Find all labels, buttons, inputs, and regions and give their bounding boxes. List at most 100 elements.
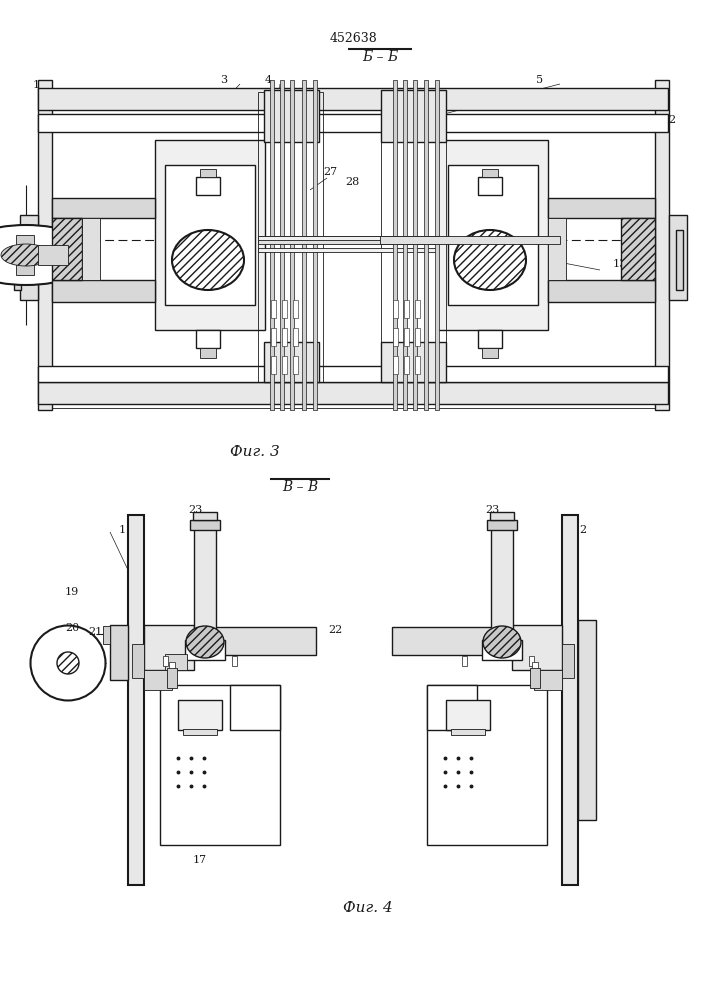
Bar (415, 300, 420, 318)
Bar (448, 165, 538, 305)
Bar (381, 92, 446, 382)
Bar (392, 627, 512, 655)
Bar (669, 215, 687, 300)
Text: 27: 27 (323, 167, 337, 177)
Text: Фиг. 3: Фиг. 3 (230, 445, 280, 459)
Bar (451, 729, 485, 735)
Bar (178, 700, 222, 730)
Bar (258, 92, 323, 382)
Bar (487, 520, 517, 530)
Bar (446, 700, 490, 730)
Bar (282, 356, 287, 374)
Bar (562, 515, 578, 885)
Text: 23: 23 (188, 505, 202, 515)
Bar (52, 280, 155, 302)
Bar (258, 248, 438, 252)
Bar (185, 640, 225, 660)
Bar (230, 685, 280, 730)
Bar (196, 330, 220, 348)
Bar (404, 300, 409, 318)
Text: 1: 1 (33, 80, 40, 90)
Bar (578, 620, 596, 820)
Text: 3: 3 (221, 75, 228, 85)
Bar (20, 215, 38, 300)
Bar (293, 328, 298, 346)
Bar (183, 729, 217, 735)
Bar (165, 165, 255, 305)
Text: 5: 5 (537, 75, 544, 85)
Bar (194, 525, 216, 635)
Bar (82, 218, 100, 280)
Bar (381, 90, 446, 142)
Bar (282, 300, 287, 318)
Bar (404, 328, 409, 346)
Bar (380, 236, 560, 244)
Ellipse shape (483, 626, 521, 658)
Bar (52, 218, 82, 280)
Bar (196, 627, 316, 655)
Bar (271, 328, 276, 346)
Bar (196, 177, 220, 195)
Bar (393, 328, 398, 346)
Bar (144, 625, 194, 670)
Bar (478, 177, 502, 195)
Text: 14: 14 (597, 295, 611, 305)
Text: 16: 16 (458, 280, 472, 290)
Bar (167, 668, 177, 688)
Bar (548, 218, 566, 280)
Bar (38, 245, 68, 265)
Bar (280, 80, 284, 410)
Text: 2: 2 (580, 525, 587, 535)
Bar (438, 140, 548, 330)
Bar (38, 80, 52, 410)
Bar (169, 662, 175, 668)
Ellipse shape (186, 626, 224, 658)
Bar (482, 348, 498, 358)
Text: 452638: 452638 (330, 31, 378, 44)
Bar (415, 356, 420, 374)
Bar (258, 236, 438, 244)
Bar (435, 80, 439, 410)
Bar (403, 80, 407, 410)
Text: 2: 2 (668, 115, 676, 125)
Bar (110, 625, 128, 680)
Bar (427, 685, 477, 730)
Bar (38, 88, 668, 110)
Bar (128, 515, 144, 885)
Ellipse shape (172, 230, 244, 290)
Bar (381, 342, 446, 382)
Bar (38, 114, 668, 132)
Bar (534, 670, 562, 690)
Text: В – В: В – В (282, 480, 318, 494)
Bar (163, 656, 168, 666)
Bar (462, 656, 467, 666)
Ellipse shape (57, 652, 79, 674)
Text: 4: 4 (264, 75, 271, 85)
Bar (302, 80, 306, 410)
Bar (621, 218, 655, 280)
Bar (270, 80, 274, 410)
Ellipse shape (0, 225, 96, 285)
Bar (52, 198, 155, 218)
Bar (264, 342, 319, 382)
Bar (293, 300, 298, 318)
Bar (165, 654, 187, 670)
Text: 20: 20 (65, 623, 79, 633)
Bar (393, 300, 398, 318)
Text: Б – Б: Б – Б (362, 50, 398, 64)
Bar (258, 236, 438, 240)
Text: Фиг. 4: Фиг. 4 (343, 901, 393, 915)
Bar (491, 525, 513, 635)
Bar (413, 80, 417, 410)
Bar (478, 330, 502, 348)
Bar (200, 348, 216, 358)
Bar (676, 230, 683, 290)
Ellipse shape (30, 626, 105, 700)
Text: 13: 13 (613, 259, 627, 269)
Bar (160, 685, 280, 845)
Bar (427, 685, 547, 845)
Bar (271, 300, 276, 318)
Bar (190, 520, 220, 530)
Ellipse shape (454, 230, 526, 290)
Bar (264, 90, 319, 142)
